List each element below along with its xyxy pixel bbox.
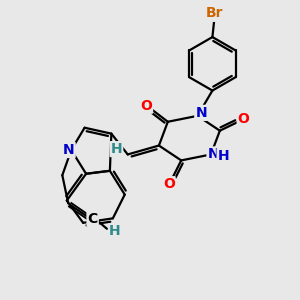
Text: Br: Br — [206, 6, 223, 20]
Text: N: N — [63, 143, 75, 157]
Text: H: H — [109, 224, 121, 239]
Text: H: H — [111, 142, 122, 156]
Text: N: N — [208, 148, 219, 161]
Text: H: H — [218, 149, 229, 163]
Text: O: O — [163, 177, 175, 191]
Text: N: N — [195, 106, 207, 120]
Text: O: O — [140, 99, 152, 113]
Text: C: C — [88, 212, 98, 226]
Text: O: O — [238, 112, 250, 126]
